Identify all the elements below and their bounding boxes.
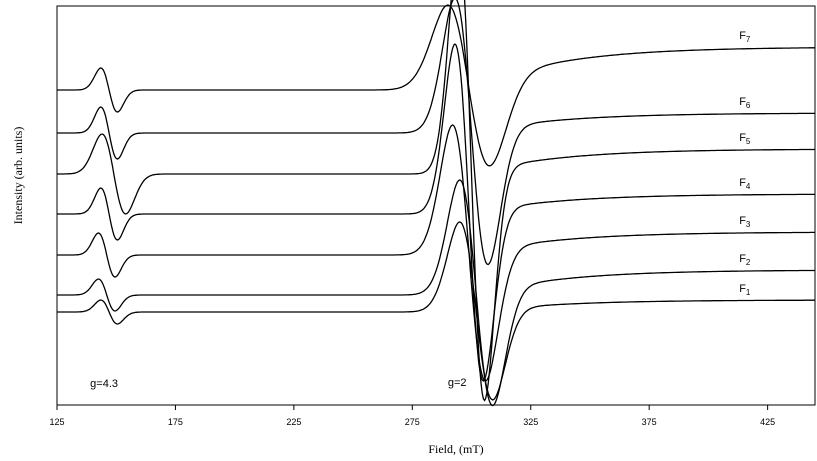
series-label-F2: F2 <box>739 253 751 267</box>
x-tick-label: 375 <box>642 417 657 427</box>
x-tick-label: 275 <box>405 417 420 427</box>
series-label-F6: F6 <box>739 96 751 110</box>
series-line-F4 <box>57 43 815 382</box>
series-line-F3 <box>57 124 815 382</box>
series-line-F5 <box>57 0 815 402</box>
series-labels: F7 F6 F5 F4 F3 F2 F1 <box>739 30 751 297</box>
series-label-F5: F5 <box>739 132 751 146</box>
y-axis-title: Intensity (arb. units) <box>11 127 25 225</box>
series-label-F7: F7 <box>739 30 751 44</box>
series-label-F4: F4 <box>739 177 751 191</box>
series-curves <box>57 0 815 407</box>
plot-area-border <box>56 5 816 406</box>
series-label-F1: F1 <box>739 283 751 297</box>
series-line-F7 <box>57 4 815 167</box>
x-tick-label: 325 <box>523 417 538 427</box>
series-line-F6 <box>57 0 815 266</box>
x-axis-ticks: 125 175 225 275 325 375 425 <box>49 405 775 427</box>
plot-frame <box>56 5 816 406</box>
annotation-g2: g=2 <box>448 377 467 389</box>
x-tick-label: 125 <box>49 417 64 427</box>
x-axis-title: Field, (mT) <box>428 442 483 456</box>
x-tick-label: 175 <box>168 417 183 427</box>
x-tick-label: 425 <box>760 417 775 427</box>
series-label-F3: F3 <box>739 215 751 229</box>
series-line-F1 <box>57 221 815 401</box>
x-tick-label: 225 <box>286 417 301 427</box>
annotation-g43: g=4.3 <box>90 378 118 390</box>
series-line-F2 <box>57 179 815 407</box>
annotations: g=4.3 g=2 <box>90 377 466 390</box>
